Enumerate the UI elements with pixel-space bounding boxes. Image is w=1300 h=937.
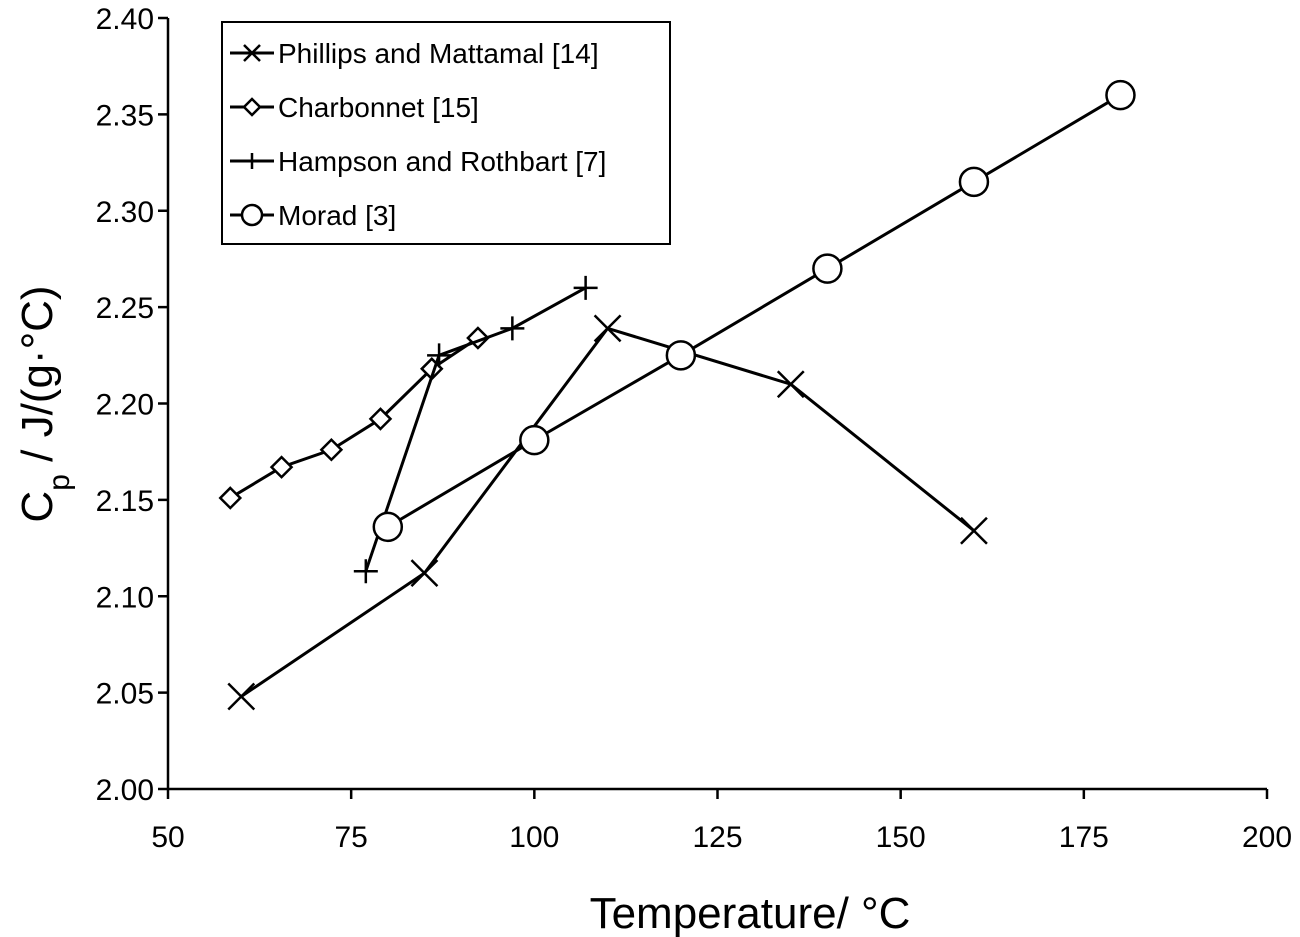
x-tick-label: 150: [876, 821, 926, 854]
data-point: [269, 455, 294, 479]
x-tick-label: 125: [692, 821, 742, 854]
data-point: [427, 343, 452, 368]
x-tick-label: 75: [334, 821, 367, 854]
series-line: [229, 336, 479, 500]
series-circle: [372, 79, 1136, 543]
y-axis-title-rest: / J/(g·°C): [13, 285, 62, 474]
legend-marker: [244, 153, 260, 169]
series-line: [387, 93, 1122, 529]
series: [218, 79, 1136, 711]
data-point: [958, 166, 990, 198]
y-tick-label: 2.15: [96, 485, 154, 518]
legend-item: Morad [3]: [230, 200, 396, 231]
data-point: [593, 314, 622, 343]
y-tick-label: 2.05: [96, 678, 154, 711]
legend-label: Phillips and Mattamal [14]: [278, 38, 599, 69]
y-axis-title: Cp / J/(g·°C): [13, 285, 76, 522]
legend-label: Charbonnet [15]: [278, 92, 479, 123]
data-point: [319, 437, 344, 462]
data-point: [519, 424, 550, 456]
data-point: [500, 316, 525, 341]
x-tick-label: 200: [1242, 821, 1292, 854]
y-tick-label: 2.30: [96, 196, 154, 229]
y-tick-label: 2.10: [96, 581, 154, 614]
data-point: [218, 486, 243, 510]
legend-label: Morad [3]: [278, 200, 396, 231]
series-line: [240, 326, 975, 698]
legend: Phillips and Mattamal [14] Charbonnet [15…: [221, 21, 671, 245]
data-point: [410, 559, 439, 588]
legend-label: Hampson and Rothbart [7]: [278, 146, 606, 177]
x-axis-title: Temperature/ °C: [590, 889, 911, 937]
data-point: [776, 370, 805, 399]
series-line: [364, 286, 587, 572]
y-tick-label: 2.35: [96, 99, 154, 132]
x-tick-label: 175: [1059, 821, 1109, 854]
series-x: [227, 314, 988, 711]
data-point: [1105, 79, 1136, 111]
data-point: [812, 253, 843, 284]
x-tick-label: 50: [151, 821, 184, 854]
ticks: 50 75 100 125 150 175 200 2.00 2.05 2.10 2.15 2.20 2…: [96, 3, 1292, 854]
y-tick-label: 2.00: [96, 774, 154, 807]
x-tick-label: 100: [509, 821, 559, 854]
legend-marker: [240, 203, 264, 227]
legend-box: [221, 21, 671, 245]
data-point: [665, 340, 697, 371]
y-tick-label: 2.20: [96, 389, 154, 422]
legend-marker: [242, 97, 262, 117]
data-point: [372, 511, 404, 543]
data-point: [368, 407, 393, 431]
legend-item: Hampson and Rothbart [7]: [230, 146, 606, 177]
y-tick-label: 2.25: [96, 292, 154, 325]
y-axis-title-main: C: [13, 491, 62, 523]
data-point: [960, 516, 988, 545]
y-axis-title-subscript: p: [43, 474, 76, 491]
legend-item: Phillips and Mattamal [14]: [230, 38, 599, 69]
series-plus: [353, 275, 598, 584]
y-tick-label: 2.40: [96, 3, 154, 36]
data-point: [227, 682, 256, 711]
legend-item: Charbonnet [15]: [230, 92, 479, 123]
data-point: [353, 559, 378, 584]
legend-marker: [243, 44, 261, 62]
data-point: [573, 275, 598, 300]
